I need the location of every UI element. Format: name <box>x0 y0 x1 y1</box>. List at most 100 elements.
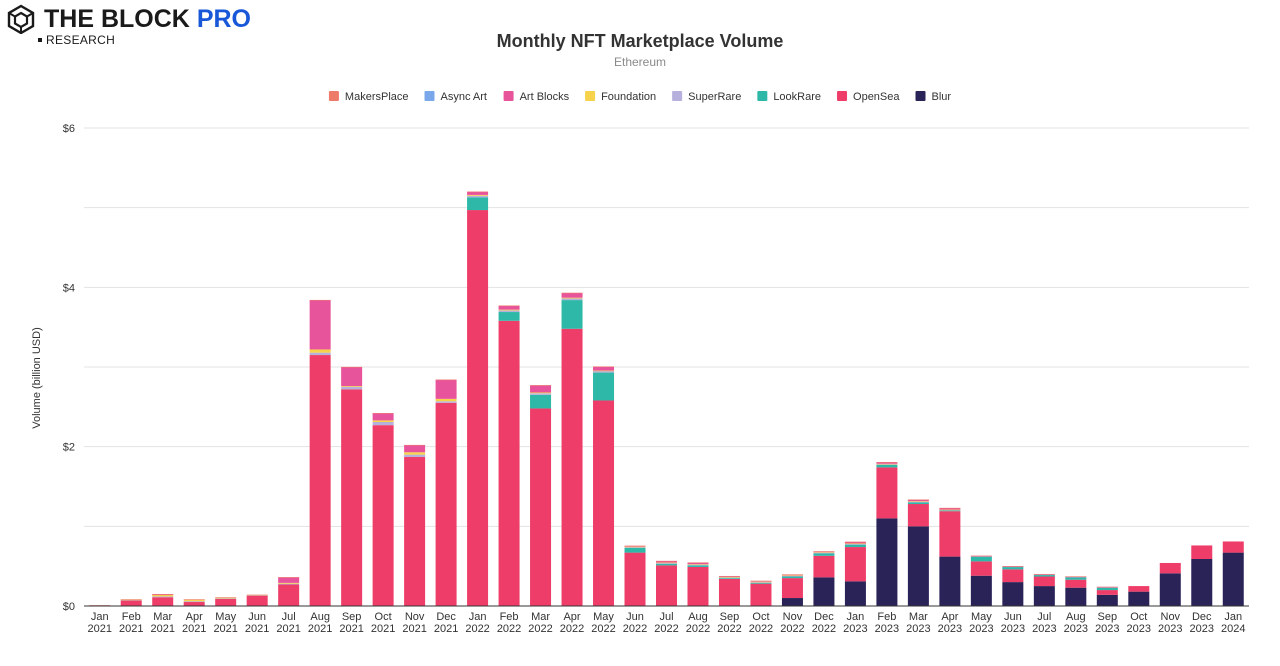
bar-segment-lookrare <box>624 547 646 553</box>
bar-segment-superrare <box>341 386 363 390</box>
x-tick-label-month: Jan <box>469 611 487 623</box>
bar-segment-lookrare <box>593 372 615 401</box>
bar-segment-makersplace <box>593 366 615 368</box>
bar-segment-art-blocks <box>467 191 489 195</box>
bar-segment-blur <box>876 518 898 606</box>
bar-segment-art-blocks <box>656 560 677 563</box>
x-tick-label-year: 2022 <box>591 623 615 635</box>
bar-segment-makersplace <box>1096 586 1118 588</box>
bar-segment-opensea <box>656 565 677 606</box>
x-tick-label-month: Nov <box>1161 611 1181 623</box>
bar-segment-opensea <box>561 328 583 606</box>
bar-segment-superrare <box>813 552 835 554</box>
bar-segment-lookrare <box>1065 577 1087 580</box>
bar-segment-opensea <box>718 578 740 606</box>
legend-label: LookRare <box>773 91 821 103</box>
x-tick-label-year: 2021 <box>88 623 112 635</box>
bar-segment-opensea <box>1222 541 1244 553</box>
bar-segment-foundation <box>624 546 646 548</box>
legend-label: Foundation <box>601 91 656 103</box>
bar-segment-art-blocks <box>372 413 394 421</box>
bar-segment-foundation <box>183 599 205 602</box>
x-tick-label-month: Jan <box>847 611 865 623</box>
x-tick-label-month: May <box>593 611 614 623</box>
bar-segment-opensea <box>876 467 898 519</box>
x-axis: Jan2021Feb2021Mar2021Apr2021May2021Jun20… <box>88 611 1246 635</box>
bar-segment-opensea <box>530 408 552 606</box>
bar-segment-lookrare <box>530 394 552 409</box>
bar-segment-foundation <box>939 509 961 511</box>
bar-segment-opensea <box>1159 562 1181 574</box>
x-tick-label-month: Apr <box>941 611 958 623</box>
bar-segment-art-blocks <box>876 462 898 464</box>
bar-segment-superrare <box>183 601 205 603</box>
bar-segment-blur <box>970 575 992 606</box>
bar-segment-foundation <box>309 349 331 353</box>
bar-segment-superrare <box>309 352 331 356</box>
bar-segment-makersplace <box>530 385 552 386</box>
bar-segment-art-blocks <box>309 300 331 350</box>
x-tick-label-month: Aug <box>1066 611 1086 623</box>
x-tick-label-year: 2021 <box>434 623 458 635</box>
bar-segment-foundation <box>404 452 426 455</box>
x-tick-label-year: 2023 <box>1127 623 1151 635</box>
bar-segment-foundation <box>656 562 677 564</box>
x-tick-label-year: 2022 <box>717 623 741 635</box>
x-tick-label-year: 2023 <box>1095 623 1119 635</box>
x-tick-label-month: Jun <box>1004 611 1022 623</box>
brand-subtitle: RESEARCH <box>38 33 251 47</box>
brand-pro: PRO <box>196 4 252 33</box>
bar-segment-superrare <box>498 310 520 313</box>
bar-segment-superrare <box>687 564 709 566</box>
bar-segment-blur <box>1191 559 1213 606</box>
bar-segment-makersplace <box>183 599 205 600</box>
y-tick-label: $2 <box>63 442 75 454</box>
bar-segment-opensea <box>1002 569 1024 583</box>
x-tick-label-year: 2022 <box>560 623 584 635</box>
x-tick-label-month: Feb <box>877 611 896 623</box>
bar-segment-blur <box>1128 591 1150 606</box>
bar-segment-makersplace <box>656 560 677 562</box>
bar-segment-makersplace <box>246 594 268 596</box>
x-tick-label-month: Mar <box>909 611 928 623</box>
bar-segment-opensea <box>907 504 929 527</box>
bar-segment-superrare <box>372 421 394 426</box>
bar-segment-makersplace <box>278 577 300 578</box>
x-tick-label-month: Jan <box>1224 611 1242 623</box>
brand-logo[interactable]: THE BLOCK PRO RESEARCH <box>6 4 251 47</box>
bar-segment-lookrare <box>970 556 992 562</box>
bar-segment-makersplace <box>907 499 929 501</box>
bar-segment-superrare <box>1065 576 1087 578</box>
bar-segment-makersplace <box>687 562 709 564</box>
bar-segment-makersplace <box>404 444 426 446</box>
bar-segment-blur <box>1222 552 1244 606</box>
bar-segment-opensea <box>278 584 300 606</box>
legend-swatch <box>672 91 683 101</box>
x-tick-label-year: 2021 <box>308 623 332 635</box>
y-tick-label: $4 <box>63 282 75 294</box>
bar-segment-opensea <box>1065 579 1087 588</box>
bar-segment-foundation <box>435 398 457 402</box>
bar-segment-blur <box>813 577 835 606</box>
x-tick-label-year: 2023 <box>1158 623 1182 635</box>
brand-sub-label: RESEARCH <box>46 33 116 47</box>
bar-segment-superrare <box>844 543 866 545</box>
x-tick-label-year: 2023 <box>1001 623 1025 635</box>
bar-segment-foundation <box>278 582 300 584</box>
x-tick-label-year: 2022 <box>749 623 773 635</box>
bar-segment-opensea <box>435 402 457 606</box>
bar-segment-foundation <box>907 501 929 502</box>
x-tick-label-year: 2022 <box>623 623 647 635</box>
bar-segment-foundation <box>750 581 772 583</box>
bar-segment-blur <box>1096 594 1118 606</box>
x-tick-label-month: Mar <box>153 611 172 623</box>
bar-segment-opensea <box>467 210 489 606</box>
x-tick-label-month: Jan <box>91 611 109 623</box>
bar-segment-lookrare <box>813 553 835 556</box>
bar-segment-opensea <box>593 400 615 606</box>
x-tick-label-year: 2023 <box>938 623 962 635</box>
bar-segment-foundation <box>341 386 363 387</box>
x-tick-label-month: Nov <box>783 611 803 623</box>
x-tick-label-year: 2021 <box>150 623 174 635</box>
legend-label: Art Blocks <box>520 91 570 103</box>
